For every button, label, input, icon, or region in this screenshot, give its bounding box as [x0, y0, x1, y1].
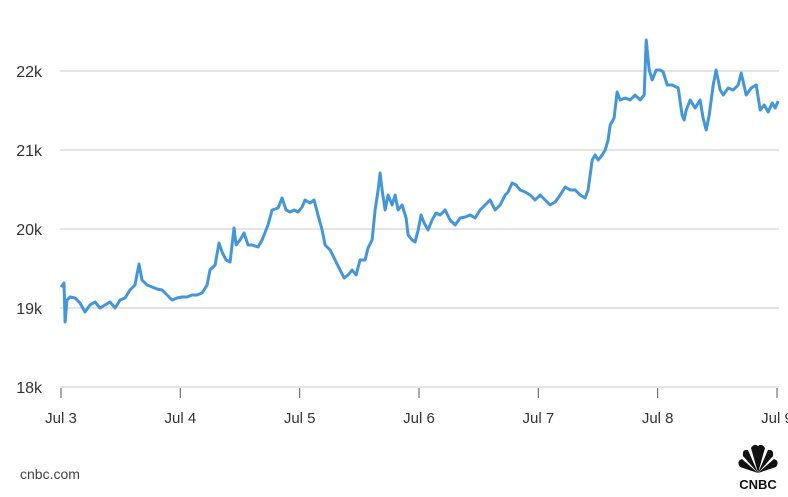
x-tick-label: Jul 7	[522, 410, 554, 427]
x-tick-label: Jul 8	[642, 410, 674, 427]
x-tick-label: Jul 3	[45, 410, 77, 427]
y-tick-label: 22k	[16, 64, 43, 81]
x-axis: Jul 3 Jul 4 Jul 5 Jul 6 Jul 7 Jul 8 Jul 9	[45, 388, 788, 427]
x-tick-label: Jul 4	[164, 410, 196, 427]
y-tick-label: 20k	[16, 222, 43, 239]
y-tick-label: 21k	[16, 143, 43, 160]
x-tick-label: Jul 9	[761, 410, 788, 427]
x-tick-label: Jul 6	[403, 410, 435, 427]
x-tick-label: Jul 5	[284, 410, 316, 427]
cnbc-peacock-logo: CNBC	[738, 444, 778, 491]
price-series-line	[59, 38, 780, 324]
y-tick-label: 19k	[16, 301, 43, 318]
y-axis-labels: 18k 19k 20k 21k 22k	[16, 64, 43, 397]
logo-text: CNBC	[739, 477, 777, 491]
source-label: cnbc.com	[20, 466, 80, 482]
y-tick-label: 18k	[16, 380, 43, 397]
